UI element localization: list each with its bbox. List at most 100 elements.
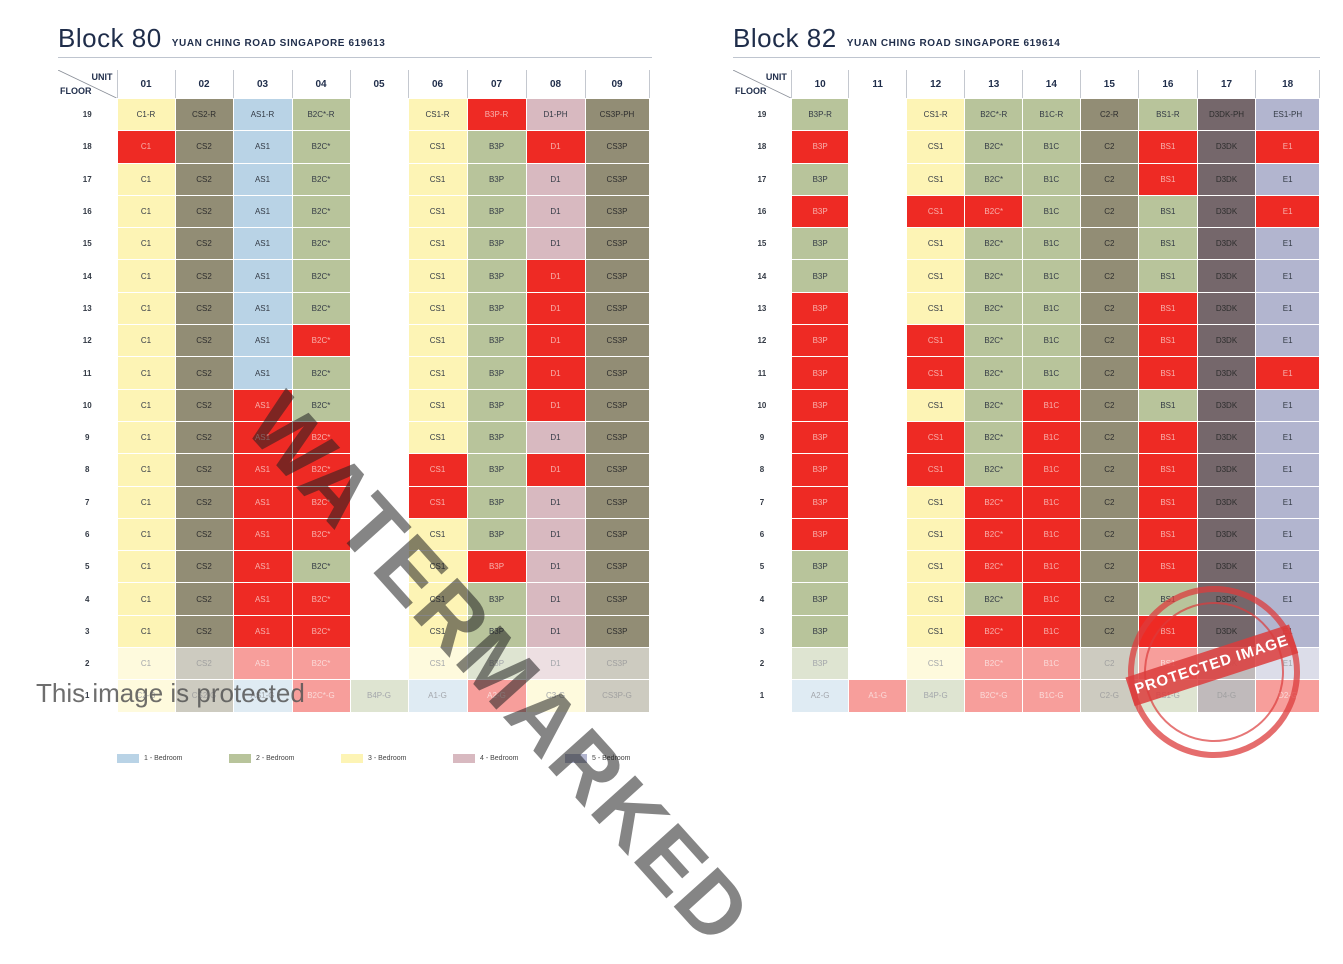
floor-number: 2 [58, 647, 118, 681]
unit-number: 16 [1138, 70, 1198, 99]
unit-cell: CS1 [408, 615, 468, 649]
unit-cell: ES1-PH [1255, 98, 1320, 132]
floor-number: 6 [733, 518, 792, 552]
unit-cell: B2C* [964, 195, 1024, 229]
legend-item: 5 - Bedroom [565, 754, 677, 763]
floor-row: 4 B3P CS1 B2C* B1C C2 BS1 D3DK E1 [733, 582, 1320, 616]
unit-cell: E1 [1255, 356, 1320, 390]
floor-row: 6 B3P CS1 B2C* B1C C2 BS1 D3DK E1 [733, 518, 1320, 552]
unit-cell: C1 [117, 195, 176, 229]
unit-cell: B2C* [292, 130, 351, 164]
unit-cell: D1 [526, 389, 586, 422]
unit-cell: CS3P-PH [585, 98, 650, 132]
unit-cell: B1C [1022, 163, 1081, 196]
unit-cell: B1C [1022, 486, 1081, 519]
floor-number: 14 [733, 259, 792, 293]
unit-cell: CS3P [585, 356, 650, 390]
unit-cell: B2C* [292, 421, 351, 455]
unit-cell: B3P [467, 582, 527, 616]
unit-cell [350, 292, 409, 326]
floor-row: 11 B3P CS1 B2C* B1C C2 BS1 D3DK E1 [733, 356, 1320, 390]
unit-cell: CS3P [585, 582, 650, 616]
unit-cell [848, 292, 907, 326]
unit-cell: B2C* [964, 550, 1024, 584]
unit-cell: B3P [467, 163, 527, 196]
unit-cell [848, 550, 907, 584]
unit-cell: CS1 [906, 647, 966, 681]
unit-cell [350, 227, 409, 261]
unit-number: 12 [906, 70, 966, 99]
unit-cell: E1 [1255, 421, 1320, 455]
unit-cell [848, 486, 907, 519]
unit-cell: B1C [1022, 324, 1081, 358]
unit-cell: AS1 [233, 615, 293, 649]
unit-number: 08 [526, 70, 586, 99]
unit-axis-label: UNIT [765, 72, 787, 82]
block-address: YUAN CHING ROAD SINGAPORE 619614 [846, 38, 1061, 49]
unit-cell: B2C* [964, 227, 1024, 261]
unit-cell: B1C [1022, 647, 1081, 681]
unit-cell: C3-G [526, 679, 586, 713]
floor-row: 6 C1 CS2 AS1 B2C* CS1 B3P D1 CS3P [58, 518, 650, 552]
unit-cell: C2 [1080, 195, 1140, 229]
floor-row: 13 B3P CS1 B2C* B1C C2 BS1 D3DK E1 [733, 292, 1320, 326]
unit-cell: B3P-R [467, 98, 527, 132]
unit-cell: B2C* [964, 647, 1024, 681]
floor-row: 19 B3P-R CS1-R B2C*-R B1C-R C2-R BS1-R D3DK-PH E… [733, 98, 1320, 132]
unit-cell: D3DK [1197, 292, 1257, 326]
unit-cell: CS1 [408, 582, 468, 616]
unit-cell: BS1 [1138, 195, 1198, 229]
unit-cell: B3P [791, 615, 850, 649]
floor-number: 17 [733, 163, 792, 196]
floor-number: 5 [58, 550, 118, 584]
unit-cell: D1 [526, 130, 586, 164]
unit-cell [350, 195, 409, 229]
unit-cell [848, 227, 907, 261]
floor-number: 9 [58, 421, 118, 455]
unit-cell: B3P [467, 421, 527, 455]
block-title: Block 80 [58, 23, 162, 53]
floor-number: 18 [733, 130, 792, 164]
unit-cell: D1 [526, 292, 586, 326]
unit-cell: BS1 [1138, 389, 1198, 422]
unit-cell: CS2-G [175, 679, 234, 713]
floor-row: 14 B3P CS1 B2C* B1C C2 BS1 D3DK E1 [733, 259, 1320, 293]
unit-cell: B3P [467, 292, 527, 326]
unit-cell: C2 [1080, 647, 1140, 681]
unit-cell [350, 324, 409, 358]
unit-number: 17 [1197, 70, 1257, 99]
unit-cell [848, 582, 907, 616]
unit-cell: C2 [1080, 582, 1140, 616]
unit-cell: CS1 [408, 356, 468, 390]
unit-cell: B2C* [292, 227, 351, 261]
unit-cell: B2C* [292, 292, 351, 326]
unit-cell: D3DK [1197, 453, 1257, 487]
unit-cell: C2 [1080, 518, 1140, 552]
unit-cell: AS1 [233, 518, 293, 552]
unit-cell: CS1-R [408, 98, 468, 132]
unit-cell: AS1 [233, 227, 293, 261]
unit-cell: CS3P [585, 550, 650, 584]
unit-number: 05 [350, 70, 409, 99]
unit-cell: CS2 [175, 163, 234, 196]
floor-number: 13 [733, 292, 792, 326]
unit-cell: B3P [467, 615, 527, 649]
unit-cell: D1 [526, 356, 586, 390]
unit-cell: B2C* [292, 195, 351, 229]
floor-row: 8 B3P CS1 B2C* B1C C2 BS1 D3DK E1 [733, 453, 1320, 487]
floor-number: 3 [58, 615, 118, 649]
unit-cell: AS1 [233, 389, 293, 422]
floor-row: 4 C1 CS2 AS1 B2C* CS1 B3P D1 CS3P [58, 582, 650, 616]
unit-cell: CS2 [175, 582, 234, 616]
unit-cell: C2-G [117, 679, 176, 713]
unit-number: 06 [408, 70, 468, 99]
unit-cell: D1 [526, 163, 586, 196]
unit-cell: CS1 [408, 324, 468, 358]
unit-cell: A2-G [791, 679, 850, 713]
floor-number: 11 [58, 356, 118, 390]
unit-cell: D1 [526, 582, 586, 616]
unit-cell: CS3P [585, 195, 650, 229]
block-header: Block 80 YUAN CHING ROAD SINGAPORE 61961… [58, 20, 652, 58]
floor-number: 15 [58, 227, 118, 261]
unit-cell: D1 [526, 195, 586, 229]
